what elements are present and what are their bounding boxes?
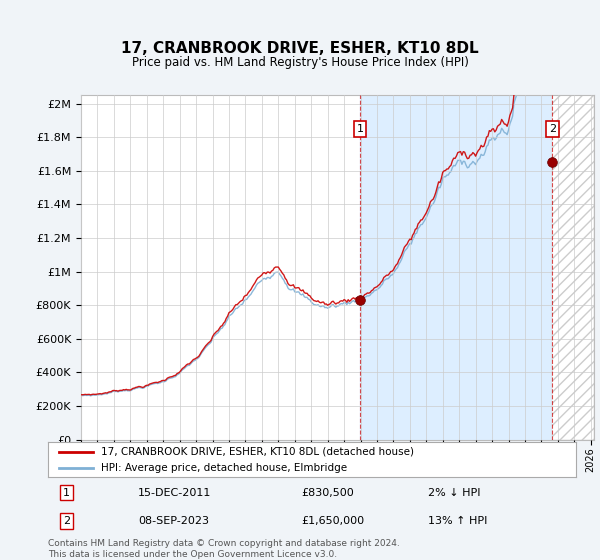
- Text: £1,650,000: £1,650,000: [301, 516, 365, 526]
- Text: 2% ↓ HPI: 2% ↓ HPI: [428, 488, 481, 497]
- Text: 13% ↑ HPI: 13% ↑ HPI: [428, 516, 488, 526]
- Bar: [553, 95, 594, 440]
- Text: 17, CRANBROOK DRIVE, ESHER, KT10 8DL (detached house): 17, CRANBROOK DRIVE, ESHER, KT10 8DL (de…: [101, 447, 414, 457]
- Bar: [360, 95, 553, 440]
- Text: 17, CRANBROOK DRIVE, ESHER, KT10 8DL: 17, CRANBROOK DRIVE, ESHER, KT10 8DL: [121, 41, 479, 56]
- Text: 2: 2: [549, 124, 556, 134]
- Text: 1: 1: [63, 488, 70, 497]
- Bar: [553, 95, 594, 440]
- Text: Contains HM Land Registry data © Crown copyright and database right 2024.
This d: Contains HM Land Registry data © Crown c…: [48, 539, 400, 559]
- Text: 08-SEP-2023: 08-SEP-2023: [138, 516, 209, 526]
- Text: 2: 2: [63, 516, 70, 526]
- Text: Price paid vs. HM Land Registry's House Price Index (HPI): Price paid vs. HM Land Registry's House …: [131, 57, 469, 69]
- Text: 1: 1: [356, 124, 364, 134]
- Text: 15-DEC-2011: 15-DEC-2011: [138, 488, 211, 497]
- Text: HPI: Average price, detached house, Elmbridge: HPI: Average price, detached house, Elmb…: [101, 463, 347, 473]
- Text: £830,500: £830,500: [301, 488, 354, 497]
